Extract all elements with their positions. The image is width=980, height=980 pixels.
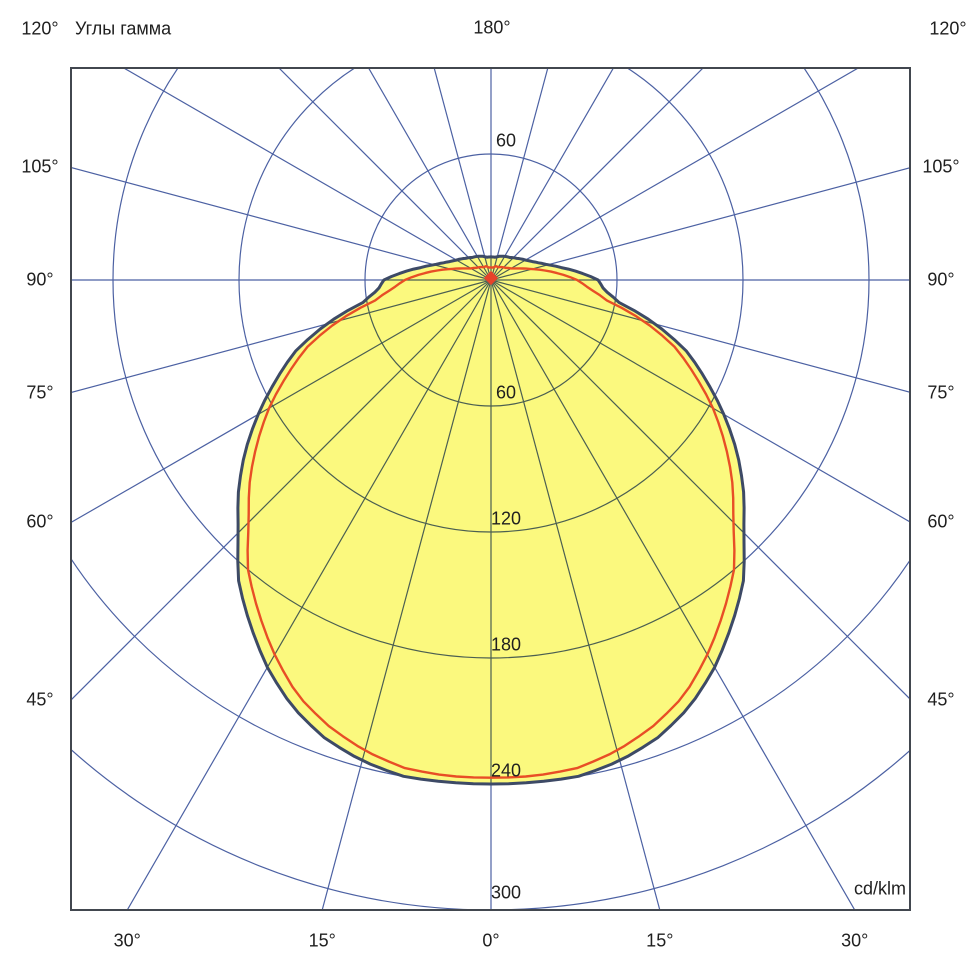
gamma-ray--135 <box>278 68 492 281</box>
gamma-ray--105 <box>71 166 492 281</box>
gamma-ray--120 <box>122 68 492 281</box>
plot-frame <box>70 67 911 911</box>
pole-marker <box>483 270 499 286</box>
curve-inner <box>246 265 736 779</box>
intensity-fill <box>237 256 745 784</box>
curve-outer <box>236 254 746 786</box>
gamma-ray-120 <box>490 68 860 281</box>
gamma-ray-135 <box>490 68 704 281</box>
gamma-ray-150 <box>490 68 615 281</box>
gamma-ray-165 <box>490 68 549 281</box>
gamma-ray--150 <box>367 68 492 281</box>
gamma-ray--165 <box>433 68 492 281</box>
gamma-ray-105 <box>490 167 910 281</box>
